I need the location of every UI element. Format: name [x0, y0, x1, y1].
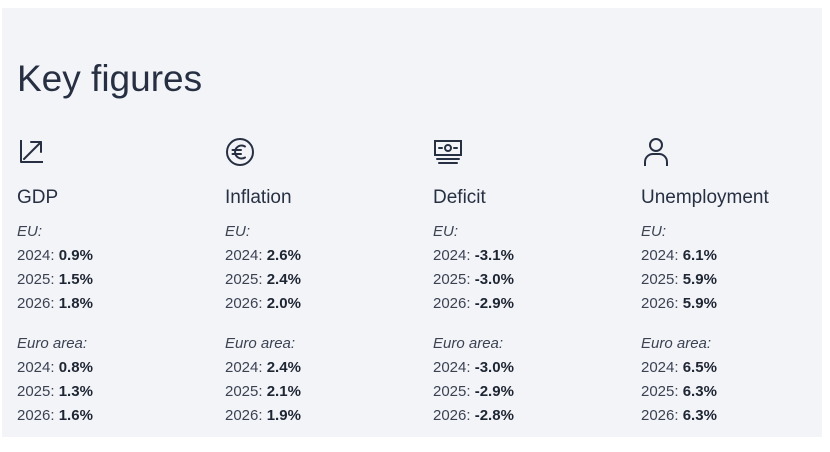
value-row: 2025: -2.9% — [433, 383, 514, 400]
trend-up-arrow-icon — [17, 136, 47, 168]
value-row: 2026: 1.6% — [17, 407, 93, 424]
metrics-grid: GDP EU: 2024: 0.9% 2025: 1.5% 2026: 1.8%… — [17, 136, 817, 436]
region-label: Euro area: — [641, 335, 712, 352]
euro-area-group: Euro area: 2024: 0.8% 2025: 1.3% 2026: 1… — [17, 332, 217, 428]
value-row: 2025: 2.4% — [225, 271, 301, 288]
value-row: 2025: 1.3% — [17, 383, 93, 400]
region-label: EU: — [433, 223, 459, 240]
value-row: 2025: 2.1% — [225, 383, 301, 400]
region-label: Euro area: — [17, 335, 88, 352]
value-row: 2026: 5.9% — [641, 295, 717, 312]
value-row: 2026: -2.9% — [433, 295, 514, 312]
value-row: 2025: -3.0% — [433, 271, 514, 288]
value-row: 2024: -3.1% — [433, 247, 514, 264]
value-row: 2026: 1.9% — [225, 407, 301, 424]
euro-area-group: Euro area: 2024: -3.0% 2025: -2.9% 2026:… — [433, 332, 633, 428]
person-icon — [641, 136, 671, 168]
metric-title: Unemployment — [641, 187, 769, 208]
value-row: 2025: 1.5% — [17, 271, 93, 288]
value-row: 2026: 6.3% — [641, 407, 717, 424]
eu-group: EU: 2024: -3.1% 2025: -3.0% 2026: -2.9% — [433, 220, 633, 316]
value-row: 2024: 2.6% — [225, 247, 301, 264]
value-row: 2024: -3.0% — [433, 359, 514, 376]
value-row: 2026: 1.8% — [17, 295, 93, 312]
region-label: EU: — [225, 223, 251, 240]
value-row: 2025: 6.3% — [641, 383, 717, 400]
metric-title: Inflation — [225, 187, 292, 208]
eu-group: EU: 2024: 2.6% 2025: 2.4% 2026: 2.0% — [225, 220, 425, 316]
region-label: Euro area: — [225, 335, 296, 352]
metric-title: GDP — [17, 187, 59, 208]
key-figures-panel: Key figures GDP EU: 2024: 0.9% 2025: 1.5… — [2, 8, 822, 437]
value-row: 2024: 0.9% — [17, 247, 93, 264]
euro-coin-icon — [225, 136, 255, 168]
region-label: EU: — [17, 223, 43, 240]
euro-area-group: Euro area: 2024: 2.4% 2025: 2.1% 2026: 1… — [225, 332, 425, 428]
region-label: Euro area: — [433, 335, 504, 352]
eu-group: EU: 2024: 6.1% 2025: 5.9% 2026: 5.9% — [641, 220, 830, 316]
value-row: 2024: 6.1% — [641, 247, 717, 264]
value-row: 2024: 2.4% — [225, 359, 301, 376]
region-label: EU: — [641, 223, 667, 240]
value-row: 2025: 5.9% — [641, 271, 717, 288]
value-row: 2026: -2.8% — [433, 407, 514, 424]
value-row: 2024: 0.8% — [17, 359, 93, 376]
value-row: 2024: 6.5% — [641, 359, 717, 376]
banknote-icon — [433, 136, 463, 168]
page-title: Key figures — [17, 58, 203, 99]
eu-group: EU: 2024: 0.9% 2025: 1.5% 2026: 1.8% — [17, 220, 217, 316]
metric-title: Deficit — [433, 187, 486, 208]
value-row: 2026: 2.0% — [225, 295, 301, 312]
euro-area-group: Euro area: 2024: 6.5% 2025: 6.3% 2026: 6… — [641, 332, 830, 428]
